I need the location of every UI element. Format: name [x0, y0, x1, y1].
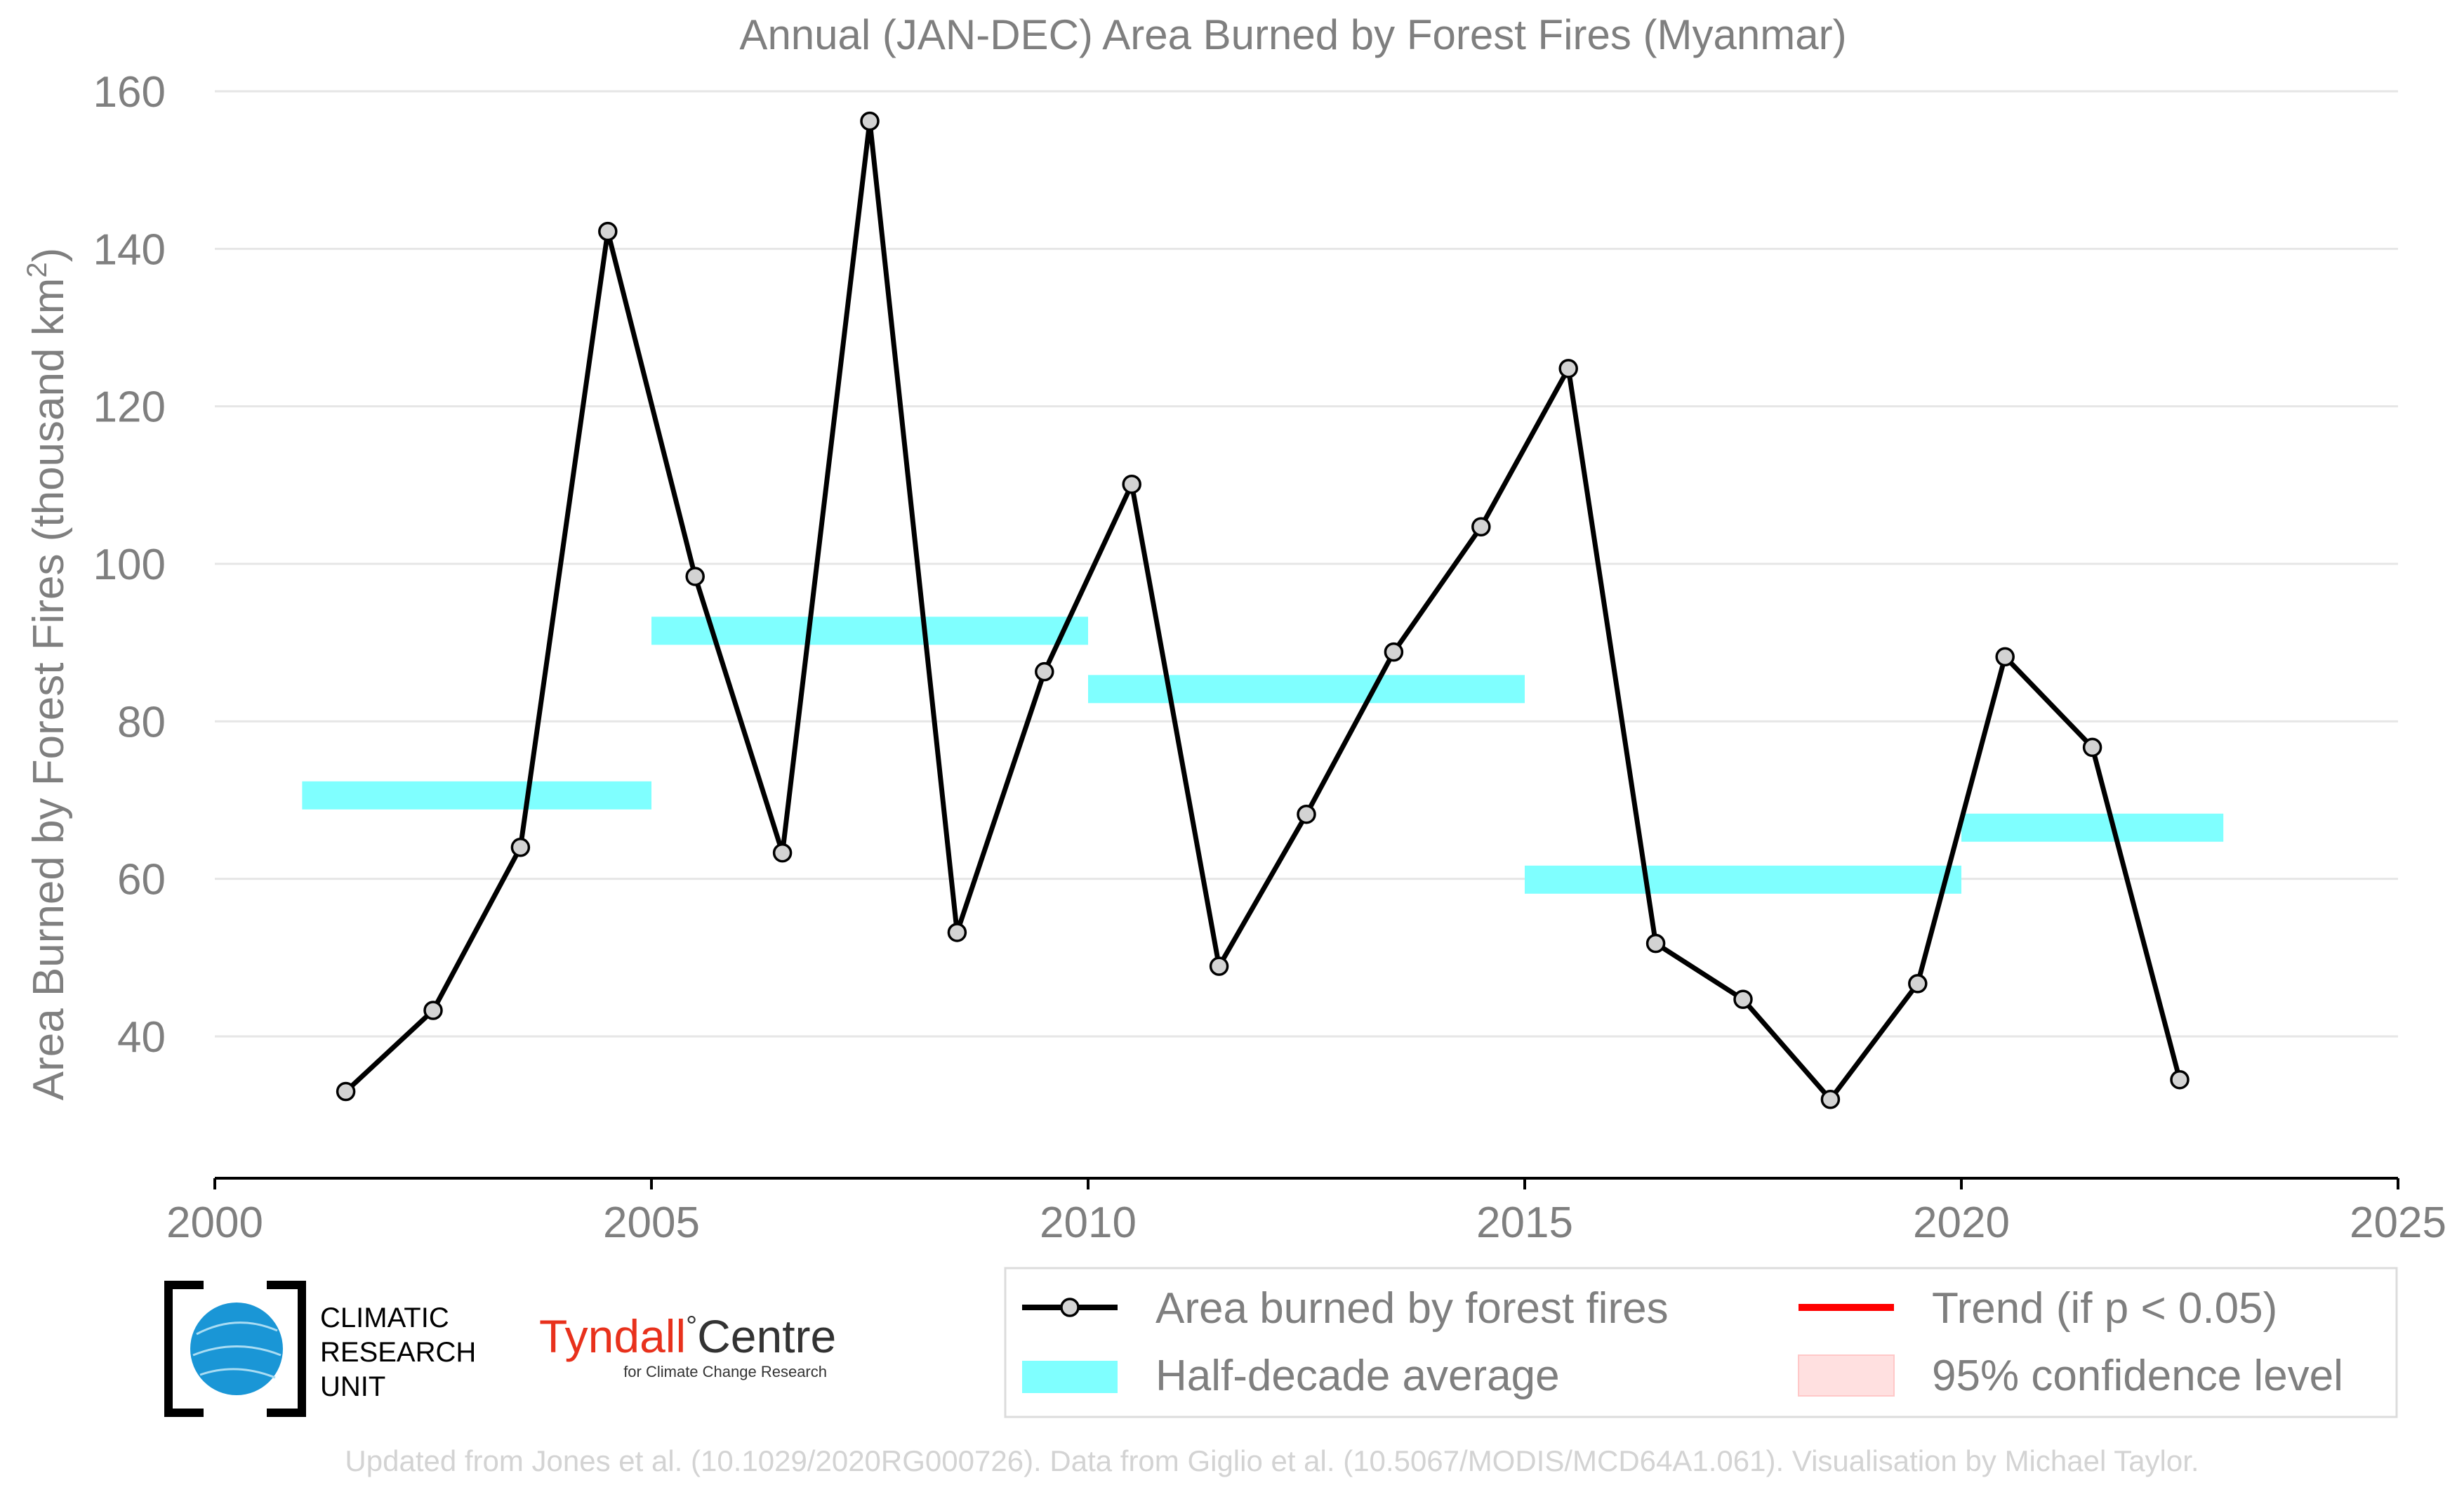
cru-logo: CLIMATIC RESEARCH UNIT — [164, 1281, 476, 1417]
data-point — [1995, 647, 2015, 667]
x-tick-label: 2005 — [603, 1199, 700, 1247]
y-tick-label: 40 — [117, 1013, 166, 1062]
data-point — [860, 111, 880, 131]
legend-confidence-swatch — [1798, 1354, 1895, 1397]
y-tick-label: 100 — [93, 541, 166, 589]
data-point — [1209, 956, 1229, 976]
data-point — [598, 221, 618, 242]
data-point — [1558, 359, 1578, 378]
x-tick-label: 2020 — [1913, 1199, 2010, 1247]
legend-band-swatch — [1022, 1361, 1118, 1393]
y-axis-label-main: Area Burned by Forest Fires (thousand km — [25, 278, 73, 1101]
data-point — [1471, 517, 1491, 537]
x-axis: 2000 2005 2010 2015 2020 2025 — [166, 1177, 2446, 1247]
tyndall-logo-main: Tyndall — [539, 1310, 686, 1362]
legend-label-confidence: 95% confidence level — [1932, 1352, 2343, 1400]
cru-logo-line-2: RESEARCH — [320, 1337, 476, 1368]
half-decade-average-bands — [302, 616, 2224, 894]
data-point — [1820, 1089, 1841, 1109]
y-tick-label: 160 — [93, 68, 166, 117]
half-decade-band — [1088, 675, 1525, 704]
x-tick-label: 2015 — [1476, 1199, 1573, 1247]
footer-credits: Updated from Jones et al. (10.1029/2020R… — [345, 1444, 2199, 1477]
grid-lines: 40 60 80 100 120 140 160 — [93, 68, 2398, 1062]
svg-text:Tyndall°Centre: Tyndall°Centre — [539, 1310, 836, 1362]
data-point — [1384, 642, 1404, 662]
half-decade-band — [1961, 813, 2224, 842]
data-point — [1297, 804, 1316, 824]
half-decade-band — [651, 616, 1088, 645]
y-tick-label: 140 — [93, 225, 166, 274]
data-point — [1035, 661, 1054, 682]
y-axis-label: Area Burned by Forest Fires (thousand km… — [22, 248, 73, 1101]
half-decade-band — [1525, 865, 1961, 894]
chart-title: Annual (JAN-DEC) Area Burned by Forest F… — [739, 11, 1846, 58]
data-point — [1908, 974, 1928, 994]
tyndall-logo-centre: Centre — [697, 1310, 836, 1362]
cru-logo-line-3: UNIT — [320, 1371, 385, 1402]
tyndall-logo: Tyndall°Centre for Climate Change Resear… — [539, 1310, 836, 1380]
legend-box — [1004, 1267, 2398, 1418]
y-tick-label: 120 — [93, 383, 166, 432]
x-tick-label: 2010 — [1040, 1199, 1137, 1247]
legend-marker-icon — [1060, 1298, 1080, 1317]
data-point — [336, 1081, 356, 1102]
y-tick-label: 60 — [117, 856, 166, 904]
y-axis-label-sup: 2 — [22, 262, 53, 277]
area-burned-line — [344, 119, 2183, 1102]
data-point — [685, 567, 705, 586]
x-tick-label: 2000 — [166, 1199, 263, 1247]
data-point — [2082, 737, 2102, 758]
data-point — [1733, 989, 1753, 1010]
data-point — [947, 923, 967, 942]
data-point — [510, 838, 531, 857]
y-axis-label-close: ) — [25, 248, 73, 263]
data-point — [1122, 474, 1141, 494]
globe-icon — [190, 1303, 283, 1395]
data-point — [772, 843, 793, 863]
y-tick-label: 80 — [117, 698, 166, 746]
x-tick-label: 2025 — [2350, 1199, 2446, 1247]
legend-label-half-decade: Half-decade average — [1155, 1352, 1560, 1400]
data-point — [2170, 1069, 2190, 1090]
half-decade-band — [302, 781, 651, 810]
cru-logo-line-1: CLIMATIC — [320, 1303, 449, 1333]
legend: Area burned by forest fires Half-decade … — [1004, 1267, 2398, 1418]
tyndall-logo-degree: ° — [686, 1311, 697, 1342]
legend-label-trend: Trend (if p < 0.05) — [1932, 1284, 2277, 1333]
data-point — [423, 1001, 443, 1020]
area-burned-series — [336, 111, 2190, 1109]
legend-label-area-burned: Area burned by forest fires — [1155, 1284, 1669, 1333]
data-point — [1645, 933, 1666, 954]
tyndall-logo-subtitle: for Climate Change Research — [623, 1363, 827, 1380]
